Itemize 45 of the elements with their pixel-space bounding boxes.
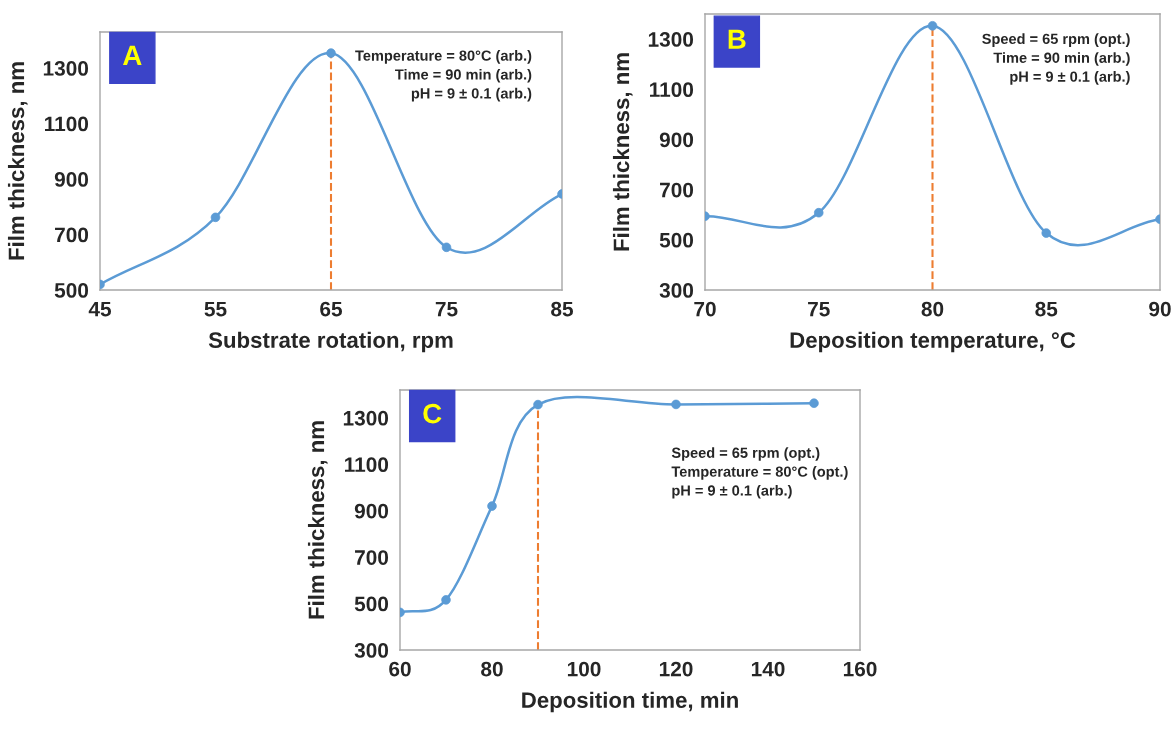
x-tick-label: 160 — [843, 661, 877, 677]
y-tick-label: 1100 — [650, 82, 694, 98]
y-tick-label: 1300 — [343, 410, 389, 426]
y-tick-label: 700 — [355, 550, 389, 565]
y-tick-label: 700 — [55, 227, 89, 243]
y-tick-label: 1300 — [43, 61, 89, 76]
x-tick-label: 120 — [659, 661, 693, 677]
y-tick-label: 1100 — [45, 116, 89, 132]
y-tick-label: 500 — [659, 232, 694, 248]
y-axis-title: Film thickness, nm — [307, 421, 328, 619]
annotation: Temperature = 80°C (arb.) Time = 90 min (arb.) pH = 9 ± 0.1 (arb.) — [355, 50, 532, 102]
annotation: Speed = 65 rpm (opt.) Temperature = 80°C (opt.) pH = 9 ± 0.1 (arb.) — [671, 447, 848, 499]
y-tick-label: 1300 — [648, 32, 694, 47]
annotation: A — [123, 45, 142, 65]
y-tick-label: 1100 — [345, 457, 389, 473]
y-tick-label: 500 — [354, 596, 389, 612]
y-axis-title: Film thickness, nm — [7, 62, 28, 260]
y-tick-label: 300 — [659, 283, 694, 298]
x-tick-label: 45 — [88, 301, 112, 317]
y-tick-label: 900 — [54, 172, 89, 187]
x-tick-label: 55 — [204, 301, 227, 317]
x-tick-label: 75 — [435, 301, 458, 317]
x-tick-label: 65 — [320, 301, 343, 317]
x-tick-label: 140 — [751, 661, 785, 677]
x-tick-label: 80 — [921, 301, 944, 317]
x-axis-title: Deposition time, min — [522, 691, 738, 713]
x-tick-label: 60 — [389, 661, 411, 677]
x-tick-label: 85 — [551, 301, 574, 317]
x-tick-label: 80 — [481, 661, 503, 677]
x-tick-label: 90 — [1149, 301, 1171, 317]
annotation: Speed = 65 rpm (opt.) Time = 90 min (arb.) pH = 9 ± 0.1 (arb.) — [982, 33, 1130, 85]
annotation: B — [728, 29, 746, 49]
annotation: C — [423, 403, 442, 424]
x-tick-label: 100 — [567, 661, 601, 677]
x-tick-label: 85 — [1035, 301, 1058, 317]
y-tick-label: 900 — [659, 132, 694, 148]
y-tick-label: 500 — [54, 283, 89, 298]
y-tick-label: 700 — [660, 182, 694, 198]
x-tick-label: 75 — [808, 301, 830, 317]
y-tick-label: 300 — [354, 643, 389, 658]
x-axis-title: Deposition temperature, °C — [790, 331, 1076, 353]
y-axis-title: Film thickness, nm — [612, 53, 633, 251]
y-tick-label: 900 — [354, 503, 389, 519]
x-axis-title: Substrate rotation, rpm — [208, 331, 453, 353]
x-tick-label: 70 — [694, 301, 716, 317]
